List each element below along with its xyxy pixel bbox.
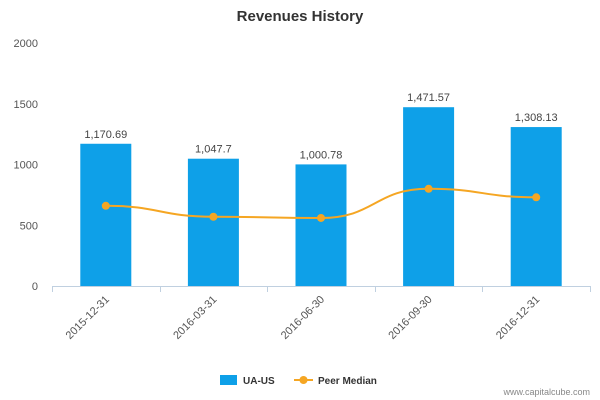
bar-series-ua-us [80,107,562,287]
x-tick-label: 2016-09-30 [386,294,434,342]
peer-median-point [424,184,433,193]
peer-median-point [101,201,110,210]
bar-data-label: 1,047.7 [195,144,232,156]
bar [187,158,239,286]
y-axis: 0 500 1000 1500 2000 [14,38,38,293]
bar [295,164,347,286]
legend-label-peer-median: Peer Median [318,376,377,387]
bar-data-labels: 1,170.69 1,047.7 1,000.78 1,471.57 1,308.13 [84,92,557,161]
y-tick-label: 500 [20,220,38,232]
x-tick-label: 2016-06-30 [279,294,327,342]
bar [80,143,132,286]
legend-label-ua-us: UA-US [243,376,275,387]
bar [403,107,455,286]
credit-text: www.capitalcube.com [502,387,590,397]
legend-swatch-peer-median-marker [299,376,308,384]
y-tick-label: 2000 [14,38,38,50]
x-axis: 2015-12-31 2016-03-31 2016-06-30 2016-09-30… [52,286,591,342]
peer-median-point [209,212,218,221]
x-tick-label: 2016-12-31 [494,294,542,342]
y-tick-label: 1000 [14,160,38,172]
peer-median-point [317,213,325,222]
legend: UA-US Peer Median [220,375,377,387]
chart-title: Revenues History [237,8,364,25]
line-series-peer-median [101,184,541,222]
bar-data-label: 1,000.78 [300,149,343,161]
y-tick-label: 0 [32,281,38,293]
bar-data-label: 1,170.69 [84,129,127,141]
x-tick-label: 2016-03-31 [171,294,219,342]
y-tick-label: 1500 [14,99,38,111]
x-tick-label: 2015-12-31 [64,294,112,342]
peer-median-point [532,193,541,202]
bar-data-label: 1,471.57 [407,92,450,104]
legend-swatch-ua-us [220,375,237,385]
bar-data-label: 1,308.13 [515,112,558,124]
bar [510,127,562,287]
